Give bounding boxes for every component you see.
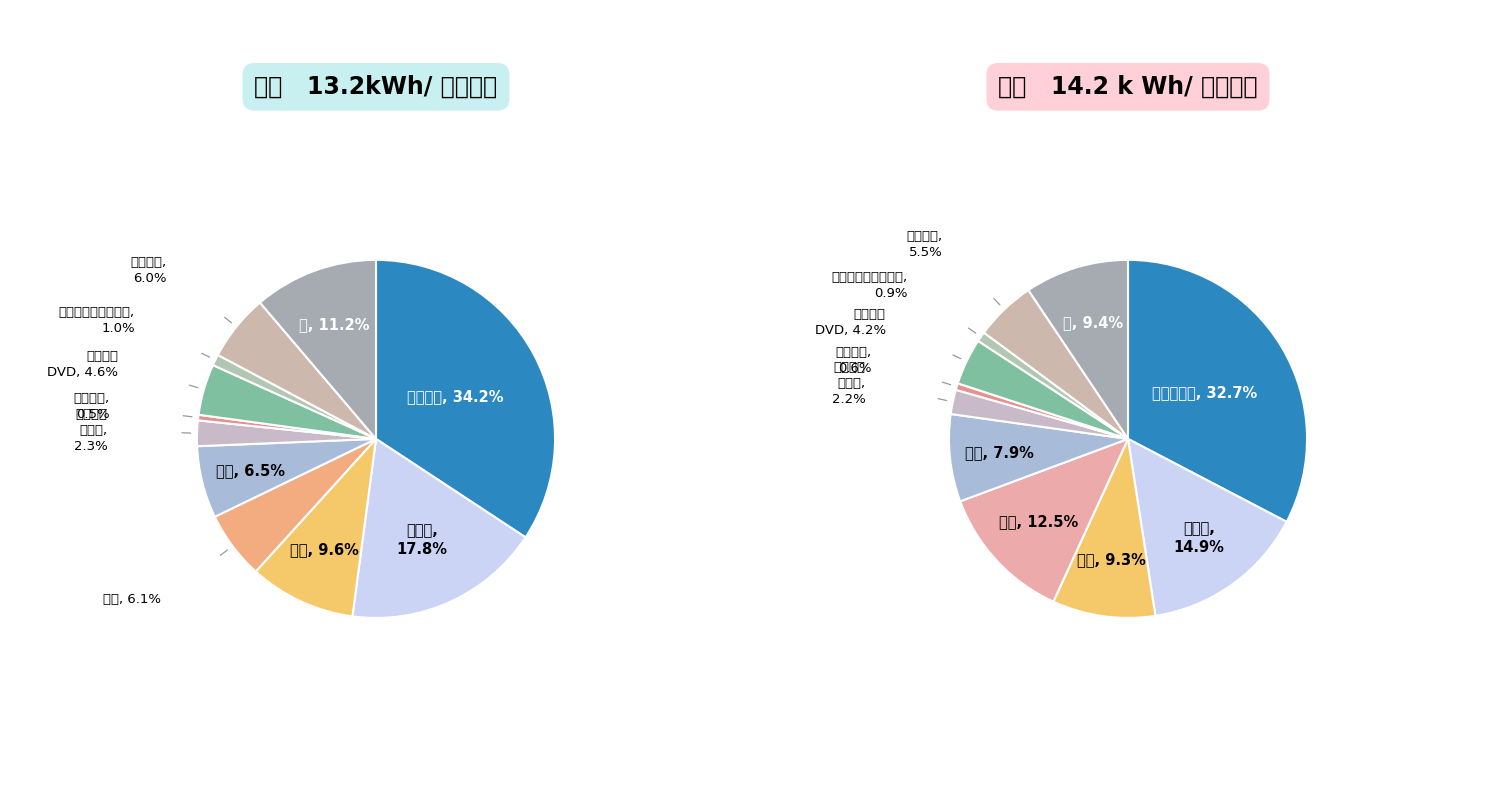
Wedge shape bbox=[1128, 260, 1307, 522]
Wedge shape bbox=[197, 439, 376, 517]
Title: 夏季   13.2kWh/ 世帯・日: 夏季 13.2kWh/ 世帯・日 bbox=[254, 75, 498, 99]
Wedge shape bbox=[1053, 439, 1155, 618]
Wedge shape bbox=[376, 260, 555, 537]
Text: パソコン・ルーター,
0.9%: パソコン・ルーター, 0.9% bbox=[832, 271, 907, 300]
Text: 炊事, 6.5%: 炊事, 6.5% bbox=[217, 463, 286, 478]
Wedge shape bbox=[260, 260, 376, 439]
Text: 洗濯機・
乾燥機,
2.3%: 洗濯機・ 乾燥機, 2.3% bbox=[74, 408, 108, 453]
Wedge shape bbox=[215, 439, 376, 571]
Text: テレビ・
DVD, 4.6%: テレビ・ DVD, 4.6% bbox=[47, 350, 117, 379]
Text: 温水便座,
0.6%: 温水便座, 0.6% bbox=[835, 346, 871, 375]
Text: パソコン・ルーター,
1.0%: パソコン・ルーター, 1.0% bbox=[59, 306, 135, 335]
Text: 冷蔵庫,
17.8%: 冷蔵庫, 17.8% bbox=[397, 523, 448, 557]
Wedge shape bbox=[957, 383, 1128, 439]
Wedge shape bbox=[352, 439, 525, 618]
Text: エアコン, 34.2%: エアコン, 34.2% bbox=[406, 389, 502, 404]
Wedge shape bbox=[958, 341, 1128, 439]
Wedge shape bbox=[951, 389, 1128, 439]
Text: 照明, 9.3%: 照明, 9.3% bbox=[1077, 552, 1146, 567]
Wedge shape bbox=[199, 415, 376, 439]
Text: 温水便座,
0.5%: 温水便座, 0.5% bbox=[74, 393, 110, 421]
Wedge shape bbox=[197, 421, 376, 446]
Wedge shape bbox=[1029, 260, 1128, 439]
Text: 給湯, 6.1%: 給湯, 6.1% bbox=[102, 593, 161, 606]
Text: 冷蔵庫,
14.9%: 冷蔵庫, 14.9% bbox=[1173, 521, 1224, 555]
Wedge shape bbox=[960, 439, 1128, 602]
Wedge shape bbox=[978, 333, 1128, 439]
Text: 洗濯機・
乾燥機,
2.2%: 洗濯機・ 乾燥機, 2.2% bbox=[832, 361, 865, 405]
Text: 炊事, 7.9%: 炊事, 7.9% bbox=[966, 445, 1035, 460]
Text: 給湯, 12.5%: 給湯, 12.5% bbox=[999, 514, 1078, 529]
Text: 他, 11.2%: 他, 11.2% bbox=[299, 317, 368, 332]
Text: テレビ・
DVD, 4.2%: テレビ・ DVD, 4.2% bbox=[815, 308, 886, 338]
Text: エアコン等, 32.7%: エアコン等, 32.7% bbox=[1152, 385, 1257, 400]
Wedge shape bbox=[256, 439, 376, 616]
Text: 他, 9.4%: 他, 9.4% bbox=[1062, 315, 1122, 330]
Wedge shape bbox=[1128, 439, 1286, 616]
Wedge shape bbox=[214, 355, 376, 439]
Title: 冬季   14.2 k Wh/ 世帯・日: 冬季 14.2 k Wh/ 世帯・日 bbox=[999, 75, 1257, 99]
Text: 待機電力,
6.0%: 待機電力, 6.0% bbox=[131, 256, 167, 285]
Wedge shape bbox=[218, 302, 376, 439]
Text: 照明, 9.6%: 照明, 9.6% bbox=[290, 542, 359, 557]
Wedge shape bbox=[199, 365, 376, 439]
Wedge shape bbox=[984, 290, 1128, 439]
Wedge shape bbox=[949, 414, 1128, 501]
Text: 待機電力,
5.5%: 待機電力, 5.5% bbox=[907, 230, 943, 259]
